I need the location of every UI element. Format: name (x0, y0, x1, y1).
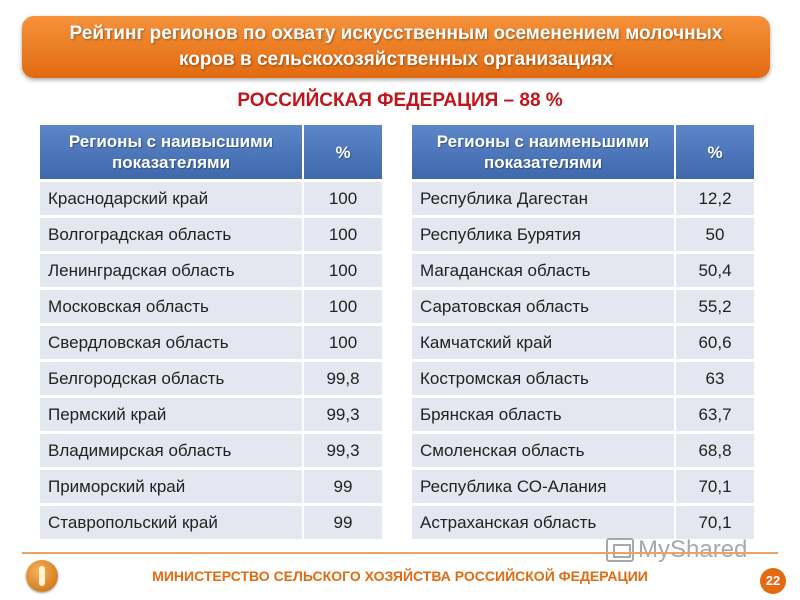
region-name: Ленинградская область (40, 254, 304, 287)
table-row: Краснодарский край 100 (40, 182, 382, 215)
watermark-text: MyShared (638, 536, 748, 563)
percent-value: 99 (304, 506, 382, 539)
percent-value: 70,1 (676, 506, 754, 539)
table-row: Магаданская область 50,4 (412, 254, 754, 287)
subtitle: РОССИЙСКАЯ ФЕДЕРАЦИЯ – 88 % (237, 90, 563, 111)
title-line-1: Рейтинг регионов по охвату искусственным… (69, 23, 723, 44)
region-name: Костромская область (412, 362, 676, 395)
percent-value: 99,3 (304, 398, 382, 431)
percent-value: 100 (304, 290, 382, 323)
lowest-regions-table: Регионы с наименьшими показателями % Рес… (412, 122, 754, 542)
table-row: Костромская область 63 (412, 362, 754, 395)
table-row: Республика СО-Алания 70,1 (412, 470, 754, 503)
region-name: Брянская область (412, 398, 676, 431)
title-banner: Рейтинг регионов по охвату искусственным… (22, 16, 770, 78)
percent-value: 55,2 (676, 290, 754, 323)
header-region: Регионы с наивысшими показателями (40, 125, 304, 179)
region-name: Камчатский край (412, 326, 676, 359)
region-name: Волгоградская область (40, 218, 304, 251)
region-name: Астраханская область (412, 506, 676, 539)
table-row: Волгоградская область 100 (40, 218, 382, 251)
table-row: Белгородская область 99,8 (40, 362, 382, 395)
myshared-logo-icon (606, 538, 634, 562)
watermark: MyShared (606, 536, 747, 564)
table-row: Ленинградская область 100 (40, 254, 382, 287)
region-name: Магаданская область (412, 254, 676, 287)
region-name: Приморский край (40, 470, 304, 503)
table-row: Московская область 100 (40, 290, 382, 323)
table-header-row: Регионы с наименьшими показателями % (412, 125, 754, 179)
region-name: Свердловская область (40, 326, 304, 359)
region-name: Московская область (40, 290, 304, 323)
header-region: Регионы с наименьшими показателями (412, 125, 676, 179)
percent-value: 100 (304, 182, 382, 215)
region-name: Владимирская область (40, 434, 304, 467)
percent-value: 60,6 (676, 326, 754, 359)
percent-value: 100 (304, 218, 382, 251)
region-name: Белгородская область (40, 362, 304, 395)
region-name: Пермский край (40, 398, 304, 431)
table-row: Владимирская область 99,3 (40, 434, 382, 467)
table-row: Свердловская область 100 (40, 326, 382, 359)
percent-value: 99,8 (304, 362, 382, 395)
percent-value: 100 (304, 326, 382, 359)
percent-value: 70,1 (676, 470, 754, 503)
table-row: Астраханская область 70,1 (412, 506, 754, 539)
table-row: Республика Бурятия 50 (412, 218, 754, 251)
table-row: Пермский край 99,3 (40, 398, 382, 431)
percent-value: 99,3 (304, 434, 382, 467)
percent-value: 50,4 (676, 254, 754, 287)
percent-value: 63,7 (676, 398, 754, 431)
region-name: Ставропольский край (40, 506, 304, 539)
title-line-2: коров в сельскохозяйственных организация… (178, 49, 613, 70)
footer-divider (22, 552, 778, 554)
percent-value: 50 (676, 218, 754, 251)
header-percent: % (676, 125, 754, 179)
ministry-name: МИНИСТЕРСТВО СЕЛЬСКОГО ХОЗЯЙСТВА РОССИЙС… (152, 568, 648, 584)
table-row: Брянская область 63,7 (412, 398, 754, 431)
percent-value: 12,2 (676, 182, 754, 215)
table-row: Республика Дагестан 12,2 (412, 182, 754, 215)
table-row: Ставропольский край 99 (40, 506, 382, 539)
region-name: Республика Бурятия (412, 218, 676, 251)
percent-value: 63 (676, 362, 754, 395)
percent-value: 100 (304, 254, 382, 287)
table-row: Смоленская область 68,8 (412, 434, 754, 467)
region-name: Краснодарский край (40, 182, 304, 215)
region-name: Саратовская область (412, 290, 676, 323)
header-percent: % (304, 125, 382, 179)
percent-value: 99 (304, 470, 382, 503)
region-name: Смоленская область (412, 434, 676, 467)
highest-regions-table: Регионы с наивысшими показателями % Крас… (40, 122, 382, 542)
table-row: Саратовская область 55,2 (412, 290, 754, 323)
ministry-emblem-icon (26, 560, 58, 592)
region-name: Республика СО-Алания (412, 470, 676, 503)
table-header-row: Регионы с наивысшими показателями % (40, 125, 382, 179)
region-name: Республика Дагестан (412, 182, 676, 215)
table-row: Камчатский край 60,6 (412, 326, 754, 359)
percent-value: 68,8 (676, 434, 754, 467)
table-row: Приморский край 99 (40, 470, 382, 503)
page-number-badge: 22 (760, 568, 786, 594)
